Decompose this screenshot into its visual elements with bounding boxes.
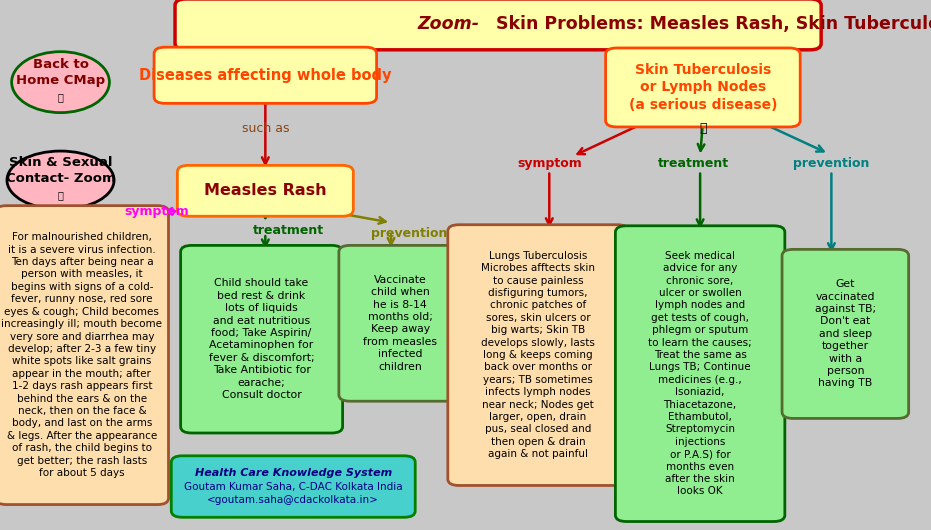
Text: such as: such as: [241, 122, 290, 135]
Text: Zoom-: Zoom-: [417, 15, 479, 33]
Text: <goutam.saha@cdackolkata.in>: <goutam.saha@cdackolkata.in>: [208, 495, 379, 505]
Text: Goutam Kumar Saha, C-DAC Kolkata India: Goutam Kumar Saha, C-DAC Kolkata India: [184, 482, 402, 491]
Text: treatment: treatment: [253, 224, 324, 237]
FancyBboxPatch shape: [782, 250, 909, 419]
Text: Diseases affecting whole body: Diseases affecting whole body: [139, 68, 392, 83]
FancyBboxPatch shape: [615, 226, 785, 522]
Text: symptom: symptom: [124, 206, 189, 218]
FancyBboxPatch shape: [0, 206, 169, 505]
FancyBboxPatch shape: [177, 165, 353, 216]
Text: Health Care Knowledge System: Health Care Knowledge System: [195, 469, 392, 478]
Text: Skin Tuberculosis
or Lymph Nodes
(a serious disease): Skin Tuberculosis or Lymph Nodes (a seri…: [628, 63, 777, 112]
Text: For malnourished children,
it is a severe virus infection.
Ten days after being : For malnourished children, it is a sever…: [2, 232, 162, 478]
Text: symptom: symptom: [517, 157, 582, 170]
FancyBboxPatch shape: [605, 48, 800, 127]
Text: 🗂: 🗂: [58, 92, 63, 102]
Text: Skin Problems: Measles Rash, Skin Tuberculosis: Skin Problems: Measles Rash, Skin Tuberc…: [484, 15, 931, 33]
FancyBboxPatch shape: [339, 245, 462, 401]
Text: 🗂: 🗂: [58, 190, 63, 200]
Text: 🖼: 🖼: [699, 122, 707, 135]
FancyBboxPatch shape: [171, 456, 415, 517]
Ellipse shape: [12, 52, 110, 113]
Text: Vaccinate
child when
he is 8-14
months old;
Keep away
from measles
infected
chil: Vaccinate child when he is 8-14 months o…: [363, 275, 438, 372]
Text: treatment: treatment: [658, 157, 729, 170]
FancyBboxPatch shape: [181, 245, 343, 433]
Text: Skin & Sexual
Contact- Zoom: Skin & Sexual Contact- Zoom: [6, 156, 115, 185]
FancyBboxPatch shape: [448, 225, 628, 485]
Text: Get
vaccinated
against TB;
Don't eat
and sleep
together
with a
person
having TB: Get vaccinated against TB; Don't eat and…: [815, 279, 876, 388]
Text: Lungs Tuberculosis
Microbes afftects skin
to cause painless
disfiguring tumors,
: Lungs Tuberculosis Microbes afftects ski…: [481, 251, 595, 460]
Text: Measles Rash: Measles Rash: [204, 183, 327, 198]
Text: Seek medical
advice for any
chronic sore,
ulcer or swollen
lymph nodes and
get t: Seek medical advice for any chronic sore…: [648, 251, 752, 497]
FancyBboxPatch shape: [175, 0, 821, 50]
Text: prevention: prevention: [371, 227, 448, 240]
Text: Child should take
bed rest & drink
lots of liquids
and eat nutritious
food; Take: Child should take bed rest & drink lots …: [209, 278, 315, 400]
Text: Back to
Home CMap: Back to Home CMap: [16, 58, 105, 87]
FancyBboxPatch shape: [154, 47, 376, 103]
Ellipse shape: [7, 151, 114, 209]
Text: prevention: prevention: [793, 157, 870, 170]
